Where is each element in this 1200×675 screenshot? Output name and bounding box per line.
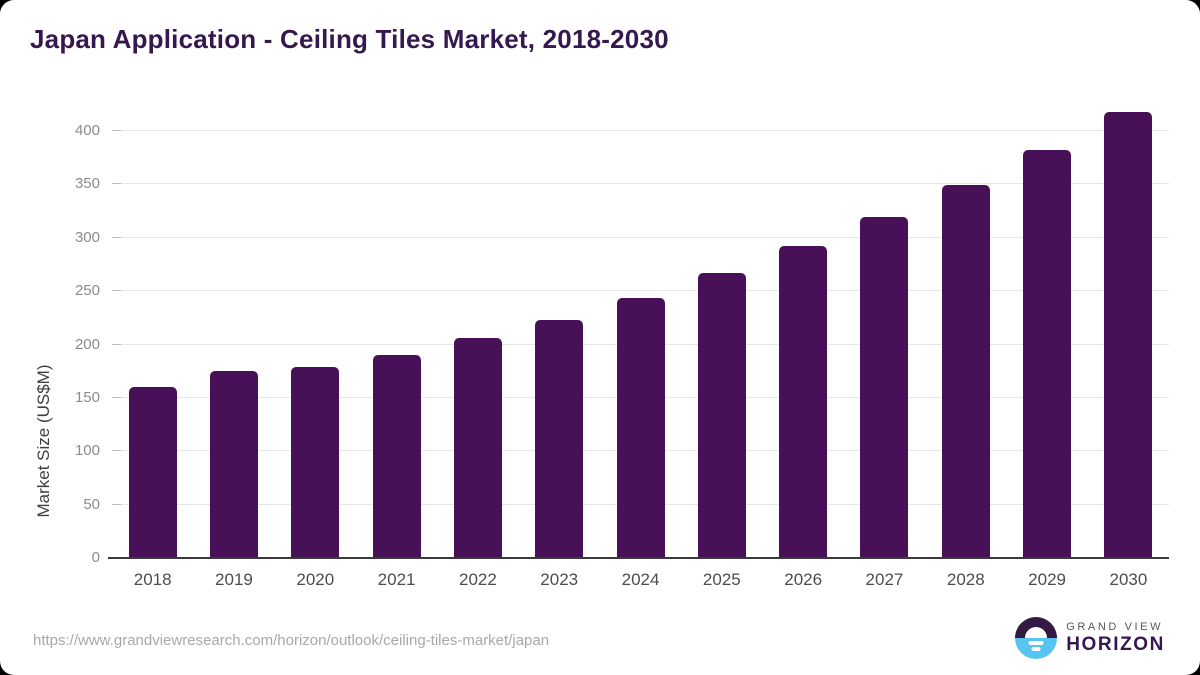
bar-2030[interactable] bbox=[1104, 111, 1153, 558]
bar-slot bbox=[112, 387, 193, 558]
bar-slot bbox=[763, 246, 844, 558]
x-tick-label: 2022 bbox=[458, 570, 497, 589]
source-url: https://www.grandviewresearch.com/horizo… bbox=[33, 632, 550, 649]
gridline bbox=[112, 290, 1169, 292]
bar-slot bbox=[193, 371, 274, 558]
bar-2023[interactable] bbox=[535, 319, 584, 558]
x-tick-label: 2024 bbox=[621, 570, 660, 589]
x-tick-label: 2025 bbox=[702, 570, 741, 589]
x-axis-tick-labels: 2018 2019 2020 2021 2022 2023 2024 2025 2026 2027… bbox=[112, 570, 1169, 590]
x-tick-label: 2021 bbox=[377, 570, 416, 589]
gridline bbox=[112, 130, 1169, 131]
bar-2021[interactable] bbox=[372, 355, 421, 558]
y-tick-label: 100 bbox=[74, 442, 100, 460]
bar-2027[interactable] bbox=[860, 217, 909, 558]
y-axis-tick-labels: Market Size (US$M) 0 50 100 150 200 250 300 350… bbox=[0, 95, 100, 566]
y-tick-label: 400 bbox=[74, 122, 100, 139]
y-tick-label: 50 bbox=[83, 495, 100, 513]
gridline bbox=[112, 183, 1169, 185]
x-axis-line bbox=[108, 557, 1169, 559]
logo-horizon-label: HORIZON bbox=[1066, 633, 1165, 655]
logo-grand-view-label: GRAND VIEW bbox=[1066, 620, 1164, 633]
bar-slot bbox=[600, 297, 681, 558]
bar-2029[interactable] bbox=[1023, 150, 1072, 558]
x-tick-label: 2030 bbox=[1109, 570, 1148, 589]
x-tick-label: 2026 bbox=[784, 570, 823, 589]
bar-2028[interactable] bbox=[941, 185, 990, 558]
logo-text: GRAND VIEW HORIZON bbox=[1066, 621, 1165, 656]
bar-2020[interactable] bbox=[291, 366, 340, 558]
y-tick-label: 300 bbox=[74, 228, 100, 246]
bar-2022[interactable] bbox=[453, 338, 502, 558]
bar-slot bbox=[275, 366, 356, 558]
x-tick-label: 2020 bbox=[296, 570, 335, 589]
bar-slot bbox=[1006, 150, 1087, 558]
x-tick-label: 2019 bbox=[215, 570, 253, 589]
y-tick-label: 0 bbox=[91, 549, 100, 566]
bar-slot bbox=[844, 217, 925, 558]
x-tick-label: 2018 bbox=[133, 570, 172, 589]
bar-slot bbox=[925, 185, 1006, 558]
brand-logo: GRAND VIEW HORIZON bbox=[1015, 617, 1165, 659]
bar-slot bbox=[681, 272, 762, 558]
horizon-sunrise-icon bbox=[1015, 617, 1058, 659]
y-tick-label: 200 bbox=[74, 335, 100, 353]
bar-slot bbox=[1088, 111, 1169, 558]
y-tick-label: 150 bbox=[74, 388, 100, 406]
bar-2018[interactable] bbox=[128, 387, 177, 558]
logo-sun-shape bbox=[1025, 627, 1048, 638]
x-tick-label: 2027 bbox=[865, 570, 904, 589]
x-tick-label: 2028 bbox=[946, 570, 985, 589]
y-tick-label: 250 bbox=[74, 282, 100, 300]
bar-2024[interactable] bbox=[616, 297, 665, 558]
bar-slot bbox=[356, 355, 437, 558]
chart-title: Japan Application - Ceiling Tiles Market… bbox=[30, 24, 669, 54]
bar-2019[interactable] bbox=[209, 371, 258, 558]
gridline bbox=[112, 236, 1169, 238]
bar-slot bbox=[519, 319, 600, 558]
bar-2026[interactable] bbox=[779, 246, 828, 558]
bar-2025[interactable] bbox=[697, 272, 746, 558]
x-tick-label: 2023 bbox=[540, 570, 579, 589]
bars-layer bbox=[112, 95, 1169, 558]
y-tick-label: 350 bbox=[74, 175, 100, 193]
logo-reflection-bar bbox=[1028, 641, 1044, 645]
logo-reflection-bar bbox=[1031, 647, 1041, 651]
bar-slot bbox=[437, 338, 518, 558]
x-tick-label: 2029 bbox=[1028, 570, 1066, 589]
plot-area bbox=[108, 95, 1169, 559]
